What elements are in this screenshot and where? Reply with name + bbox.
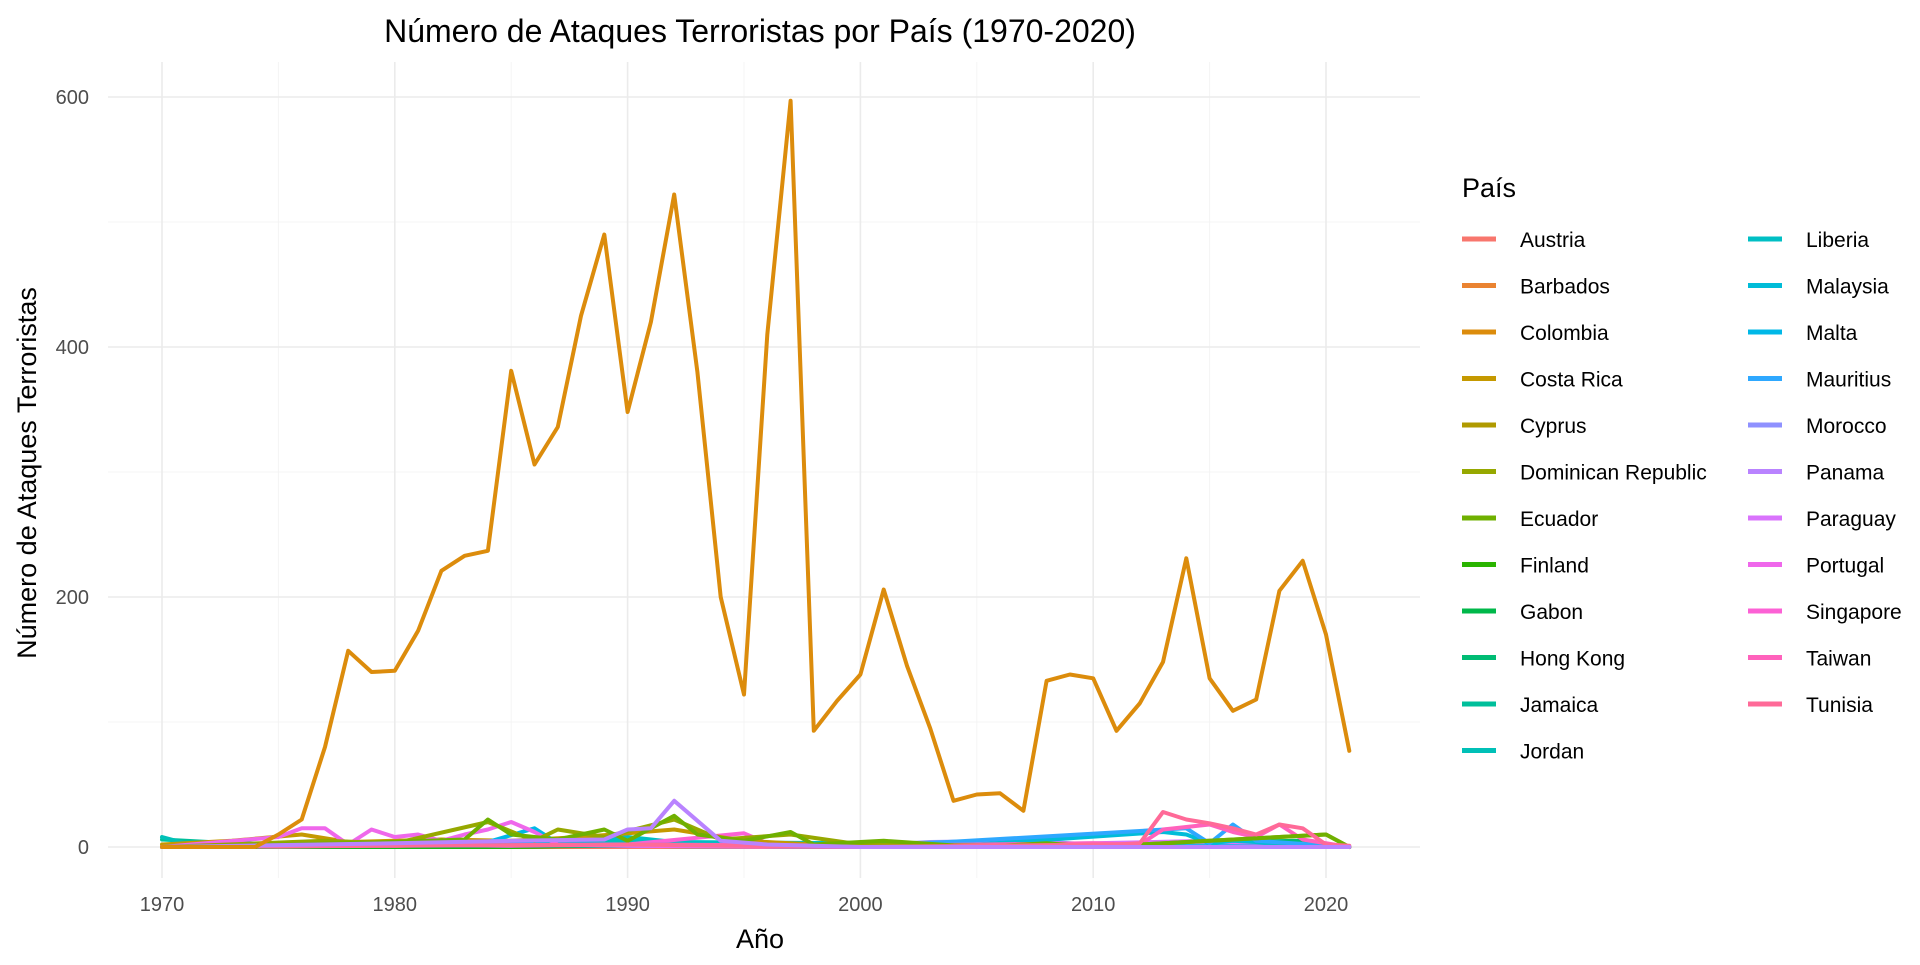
legend-label-paraguay: Paraguay — [1806, 508, 1896, 531]
legend-label-gabon: Gabon — [1520, 601, 1583, 624]
series-line-colombia — [160, 98, 1352, 849]
legend-label-barbados: Barbados — [1520, 276, 1610, 299]
y-tick-label: 200 — [56, 587, 89, 609]
legend-label-portugal: Portugal — [1806, 555, 1884, 578]
legend-label-cyprus: Cyprus — [1520, 415, 1587, 438]
y-tick-label: 600 — [56, 87, 89, 109]
legend: País Austria Barbados Colombia Costa Rica Cy… — [1462, 173, 1902, 764]
legend-label-costa-rica: Costa Rica — [1520, 369, 1623, 392]
x-axis-title: Año — [736, 924, 784, 954]
legend-label-tunisia: Tunisia — [1806, 694, 1873, 717]
legend-label-singapore: Singapore — [1806, 601, 1902, 624]
legend-label-jordan: Jordan — [1520, 741, 1584, 764]
legend-label-ecuador: Ecuador — [1520, 508, 1598, 531]
legend-label-malaysia: Malaysia — [1806, 276, 1889, 299]
x-tick-label: 2020 — [1304, 894, 1349, 916]
y-axis-title: Número de Ataques Terroristas — [12, 287, 42, 659]
chart-title: Número de Ataques Terroristas por País (… — [384, 13, 1136, 49]
legend-label-jamaica: Jamaica — [1520, 694, 1599, 717]
series-line-panama — [160, 798, 1352, 849]
legend-label-panama: Panama — [1806, 462, 1885, 485]
series-line-tunisia — [160, 810, 1352, 849]
y-tick-label: 400 — [56, 337, 89, 359]
x-tick-label: 2000 — [838, 894, 883, 916]
y-tick-label: 0 — [78, 837, 89, 859]
x-tick-label: 2010 — [1071, 894, 1116, 916]
legend-label-liberia: Liberia — [1806, 229, 1869, 252]
legend-label-hong-kong: Hong Kong — [1520, 648, 1625, 671]
series-lines — [160, 98, 1352, 849]
legend-label-mauritius: Mauritius — [1806, 369, 1891, 392]
x-tick-label: 1990 — [605, 894, 650, 916]
legend-label-taiwan: Taiwan — [1806, 648, 1871, 671]
legend-label-dominican-republic: Dominican Republic — [1520, 462, 1707, 485]
legend-label-colombia: Colombia — [1520, 322, 1609, 345]
x-tick-label: 1970 — [140, 894, 185, 916]
gridlines — [108, 62, 1420, 878]
x-tick-label: 1980 — [373, 894, 418, 916]
legend-label-morocco: Morocco — [1806, 415, 1887, 438]
legend-label-malta: Malta — [1806, 322, 1858, 345]
legend-label-finland: Finland — [1520, 555, 1589, 578]
legend-title: País — [1462, 173, 1516, 203]
axes: 1970 1980 1990 2000 2010 2020 0 200 400 600 — [56, 87, 1349, 916]
legend-label-austria: Austria — [1520, 229, 1586, 252]
